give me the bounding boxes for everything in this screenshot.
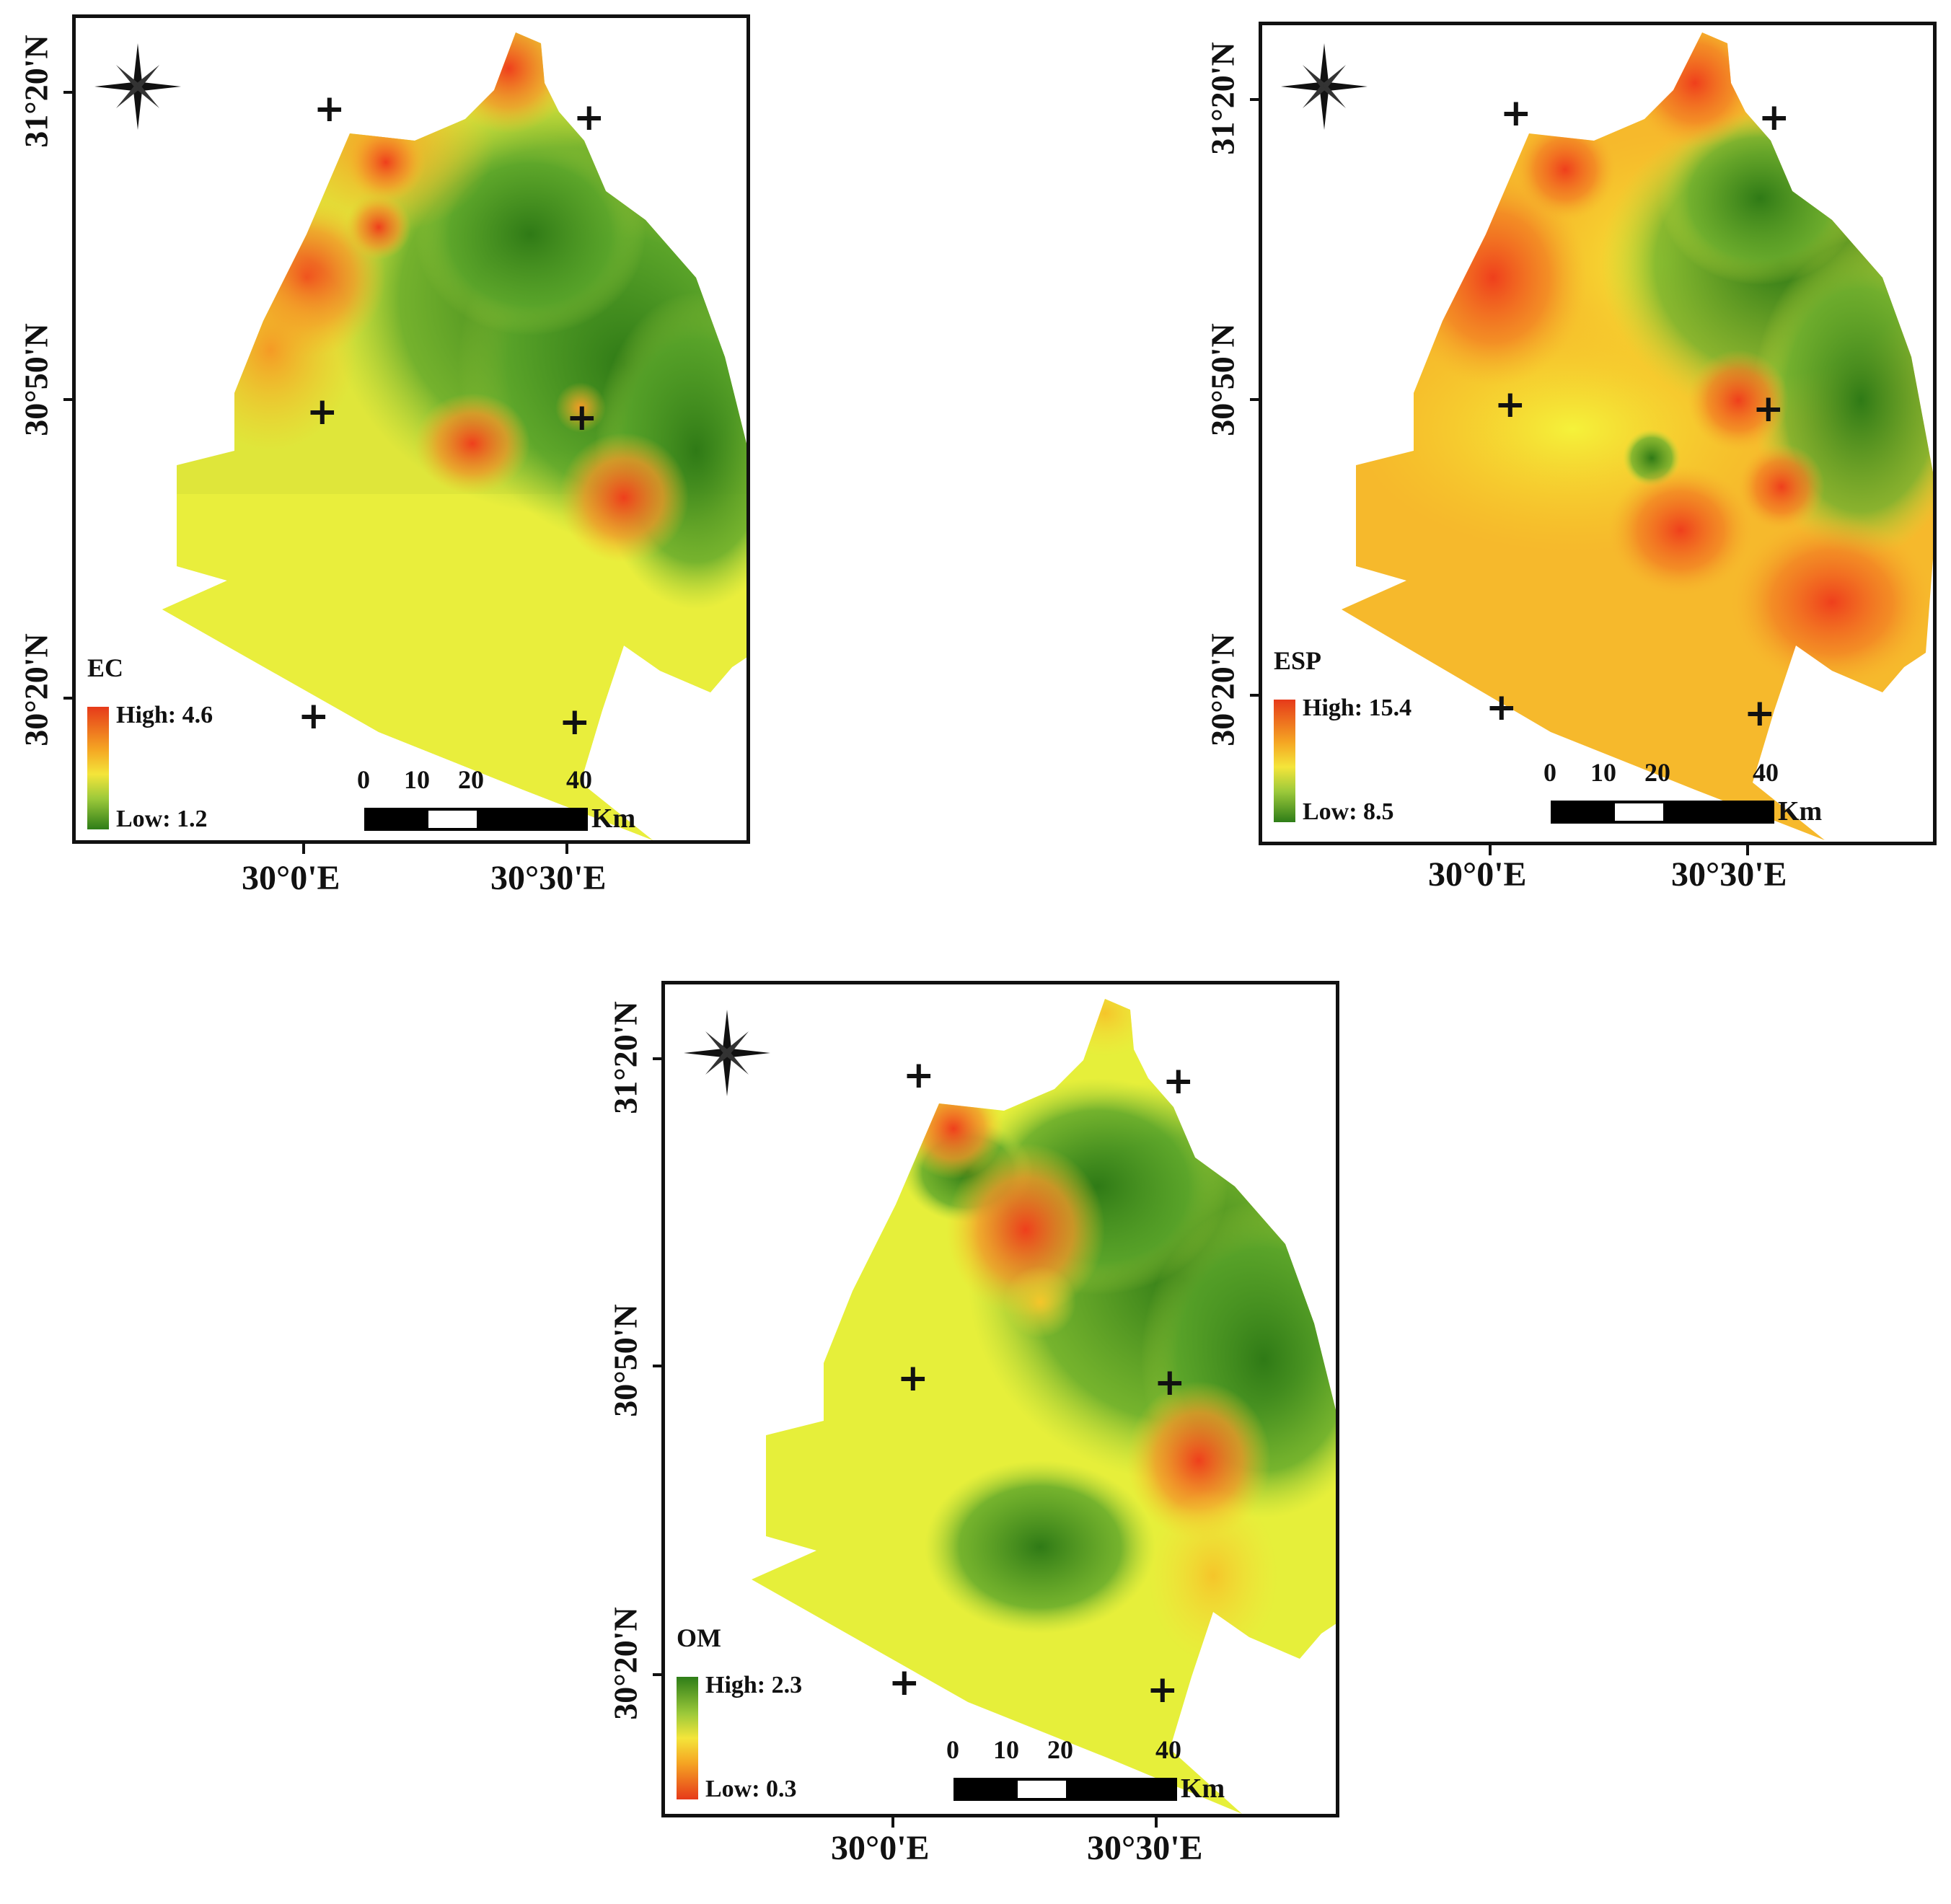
x-label-2: 30°30'E: [1671, 855, 1787, 894]
legend-bar-ec: [87, 707, 109, 829]
x-label-2: 30°30'E: [1087, 1829, 1203, 1867]
legend-title-ec: EC: [87, 653, 124, 682]
legend-high-esp: High: 15.4: [1303, 695, 1412, 721]
map-frame-ec: + + + + + + EC High: 4.6 Low: 1.2 0 10 2…: [72, 14, 750, 844]
y-label-1: 31°20'N: [1204, 42, 1241, 155]
y-label-3: 30°20'N: [607, 1607, 644, 1720]
y-label-3: 30°20'N: [1204, 633, 1241, 746]
x-label-1: 30°0'E: [831, 1829, 930, 1867]
legend-high-om: High: 2.3: [705, 1672, 803, 1698]
y-label-1: 31°20'N: [17, 35, 55, 148]
x-label-1: 30°0'E: [1428, 855, 1527, 894]
north-arrow-icon: [684, 1010, 770, 1096]
legend-title-esp: ESP: [1274, 646, 1322, 675]
y-label-3: 30°20'N: [17, 633, 55, 746]
legend-title-om: OM: [677, 1623, 721, 1652]
esp-map: [1281, 32, 1933, 840]
north-arrow-icon: [1281, 43, 1368, 130]
x-label-1: 30°0'E: [242, 859, 340, 897]
map-frame-om: + + + + + + OM High: 2.3 Low: 0.3 0 10 2…: [661, 981, 1339, 1817]
map-panel-ec: 31°20'N 30°50'N 30°20'N: [0, 0, 793, 938]
scale-bar-ec: [364, 808, 588, 831]
y-label-2: 30°50'N: [607, 1304, 644, 1417]
legend-low-esp: Low: 8.5: [1303, 798, 1394, 825]
y-label-2: 30°50'N: [17, 323, 55, 436]
north-arrow-icon: [94, 43, 181, 130]
x-label-2: 30°30'E: [490, 859, 607, 897]
y-label-2: 30°50'N: [1204, 323, 1241, 436]
map-panel-esp: 31°20'N 30°50'N 30°20'N: [1186, 0, 1951, 938]
scale-bar-om: [954, 1778, 1177, 1801]
legend-bar-esp: [1274, 700, 1295, 822]
om-map: [684, 999, 1336, 1814]
map-panel-om: 31°20'N 30°50'N 30°20'N: [589, 966, 1383, 1904]
ec-map: [94, 32, 747, 840]
legend-bar-om: [677, 1677, 698, 1799]
legend-low-ec: Low: 1.2: [116, 806, 208, 832]
legend-low-om: Low: 0.3: [705, 1776, 797, 1802]
y-label-1: 31°20'N: [607, 1001, 644, 1114]
scale-bar-esp: [1551, 801, 1774, 824]
legend-high-ec: High: 4.6: [116, 702, 213, 728]
map-frame-esp: + + + + + + ESP High: 15.4 Low: 8.5 0 10…: [1259, 22, 1937, 845]
